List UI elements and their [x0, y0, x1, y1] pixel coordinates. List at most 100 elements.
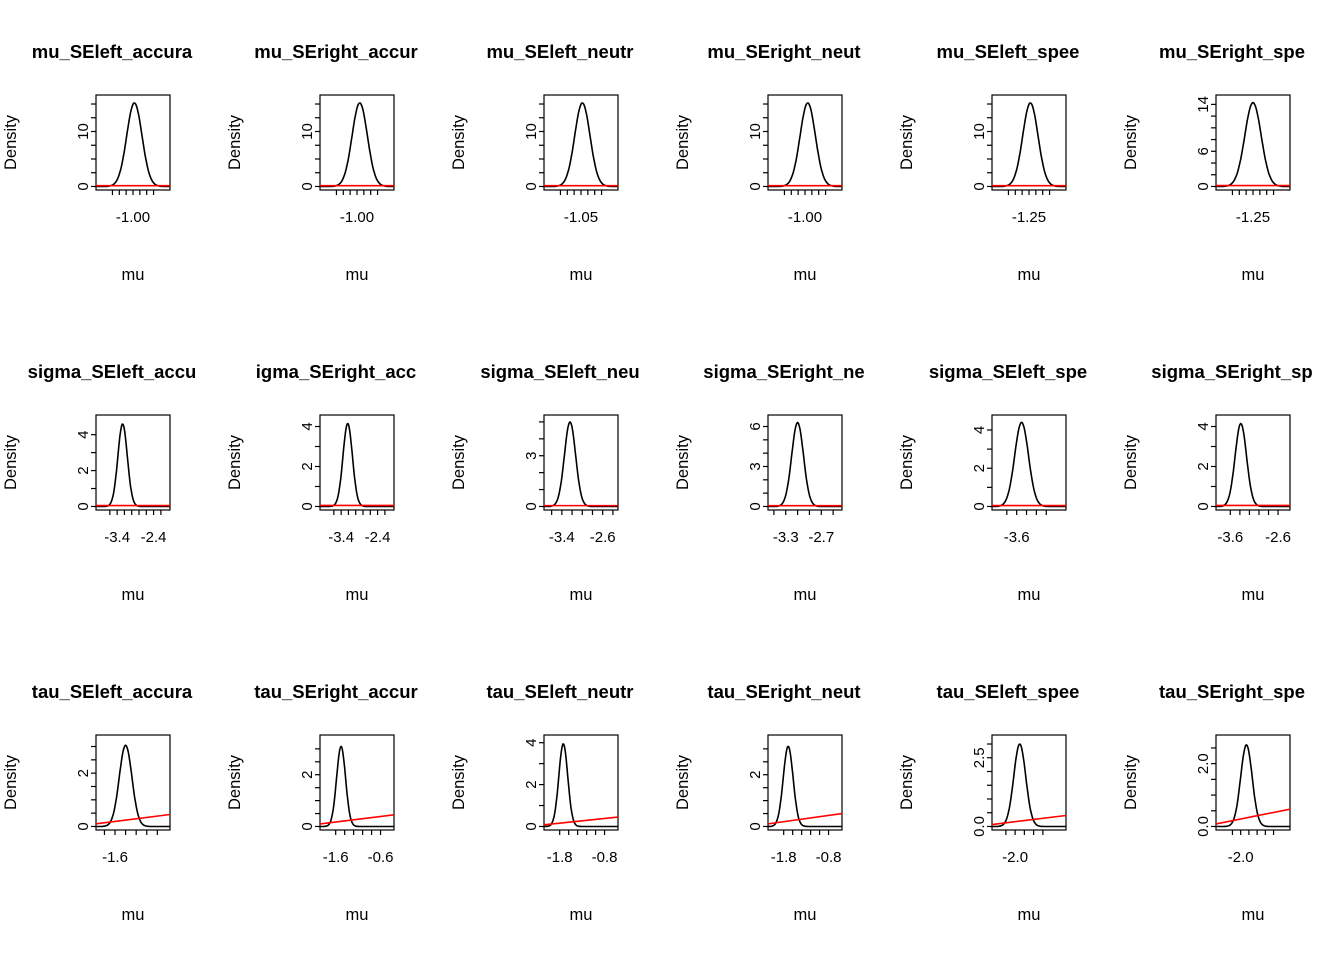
- panel-canvas: mu_SEright_spe 0 6 14 -1.25 Density mu: [1122, 41, 1305, 284]
- y-axis-title: Density: [2, 434, 20, 490]
- density-panel: mu_SEright_neut 0 10 -1.00 Density mu: [672, 0, 896, 320]
- x-axis-title: mu: [794, 266, 817, 284]
- panel-title: mu_SEright_accur: [254, 41, 417, 62]
- plot-box: [1215, 94, 1291, 191]
- y-axis: 03: [523, 421, 544, 511]
- density-panel: sigma_SEleft_neu 0 3 -3.4 -2.6 Density mu: [448, 320, 672, 640]
- panel-canvas: mu_SEleft_accura 0 10 -1.00 Density mu: [2, 41, 193, 284]
- density-panel: igma_SEright_acc 0 2 4 -3.4 -2.4 Density mu: [224, 320, 448, 640]
- panel-title: sigma_SEleft_neu: [480, 361, 639, 382]
- panel-title: mu_SEleft_spee: [937, 41, 1080, 62]
- panel-title: tau_SEright_neut: [707, 681, 860, 702]
- x-axis: -1.05: [559, 190, 603, 226]
- y-tick-label: 4: [75, 431, 92, 439]
- panel-canvas: mu_SEleft_neutr 0 10 -1.05 Density mu: [450, 41, 634, 284]
- density-curve: [544, 743, 618, 828]
- x-tick-label: -0.8: [816, 849, 842, 866]
- panel-title: mu_SEleft_neutr: [486, 41, 633, 62]
- prior-line: [767, 812, 843, 825]
- x-tick-label: -0.6: [368, 849, 394, 866]
- density-panel: mu_SEright_spe 0 6 14 -1.25 Density mu: [1120, 0, 1344, 320]
- panel-title: sigma_SEright_sp: [1151, 361, 1312, 382]
- plot-box: [95, 414, 171, 511]
- y-axis-title: Density: [674, 754, 692, 810]
- panel-title: tau_SEleft_accura: [32, 681, 193, 702]
- x-tick-label: -2.4: [365, 529, 391, 546]
- density-panel: sigma_SEleft_accu 0 2 4 -3.4 -2.4 Density mu: [0, 320, 224, 640]
- y-tick-label: 0: [299, 182, 316, 190]
- x-tick-label: -2.4: [141, 529, 167, 546]
- y-tick-label: 2: [523, 780, 540, 788]
- x-axis-title: mu: [570, 586, 593, 604]
- x-axis-title: mu: [122, 906, 145, 924]
- x-axis-title: mu: [794, 906, 817, 924]
- plot-box: [767, 734, 843, 831]
- y-tick-label: 6: [1195, 147, 1212, 155]
- plot-box: [95, 734, 171, 831]
- x-axis: -1.00: [111, 190, 155, 226]
- x-tick-label: -1.00: [788, 209, 822, 226]
- y-tick-label: 0.0: [971, 816, 988, 837]
- x-axis-title: mu: [346, 266, 369, 284]
- prior-line: [319, 814, 395, 825]
- y-axis: 0.0 2.5: [971, 743, 992, 837]
- panel-title: tau_SEright_spe: [1159, 681, 1305, 702]
- x-tick-label: -2.0: [1228, 849, 1254, 866]
- x-tick-label: -1.8: [771, 849, 797, 866]
- y-tick-label: 0: [75, 502, 92, 510]
- y-axis-title: Density: [898, 114, 916, 170]
- x-tick-label: -0.8: [592, 849, 618, 866]
- x-axis-title: mu: [1242, 906, 1265, 924]
- panel-title: sigma_SEright_ne: [703, 361, 864, 382]
- density-panel: sigma_SEleft_spe 0 2 4 -3.6 Density mu: [896, 320, 1120, 640]
- panel-canvas: sigma_SEleft_spe 0 2 4 -3.6 Density mu: [898, 361, 1087, 604]
- plot-box: [991, 94, 1067, 191]
- y-tick-label: 4: [1195, 422, 1212, 430]
- x-tick-label: -1.25: [1236, 209, 1270, 226]
- y-axis: 0 10: [971, 103, 992, 191]
- density-curve: [320, 745, 394, 828]
- y-tick-label: 10: [299, 123, 316, 140]
- x-axis: -3.6 -2.6: [1217, 510, 1291, 546]
- prior-line: [543, 816, 619, 826]
- density-panel: tau_SEleft_neutr 0 2 4 -1.8 -0.8 Density mu: [448, 640, 672, 960]
- x-tick-label: -3.6: [1004, 529, 1030, 546]
- y-tick-label: 4: [971, 426, 988, 434]
- plot-box: [543, 94, 619, 191]
- y-axis-title: Density: [2, 114, 20, 170]
- panel-title: sigma_SEleft_spe: [929, 361, 1087, 382]
- y-tick-label: 2.0: [1195, 753, 1212, 774]
- x-tick-label: -1.8: [547, 849, 573, 866]
- y-axis: 02: [299, 748, 320, 831]
- x-tick-label: -3.4: [104, 529, 130, 546]
- y-tick-label: 4: [523, 739, 540, 747]
- panel-title: tau_SEleft_neutr: [486, 681, 633, 702]
- y-axis-title: Density: [1122, 434, 1140, 490]
- density-panel: mu_SEright_accur 0 10 -1.00 Density mu: [224, 0, 448, 320]
- y-tick-label: 2: [299, 771, 316, 779]
- density-curve: [768, 421, 842, 508]
- panel-canvas: sigma_SEright_ne 0 3 6 -3.3 -2.7 Density mu: [674, 361, 865, 604]
- y-axis: 02: [747, 748, 768, 831]
- y-axis: 0 2 4: [971, 426, 992, 511]
- y-tick-label: 2: [747, 771, 764, 779]
- panel-canvas: igma_SEright_acc 0 2 4 -3.4 -2.4 Density mu: [226, 361, 416, 604]
- x-axis: -3.6: [1004, 510, 1047, 546]
- plot-box: [543, 734, 619, 831]
- y-tick-label: 0: [75, 182, 92, 190]
- x-tick-label: -1.00: [116, 209, 150, 226]
- x-tick-label: -3.4: [549, 529, 575, 546]
- panel-canvas: tau_SEright_spe 0.0 2.0 -2.0 Density mu: [1122, 681, 1305, 924]
- density-panel: mu_SEleft_accura 0 10 -1.00 Density mu: [0, 0, 224, 320]
- x-tick-label: -2.6: [1265, 529, 1291, 546]
- density-curve: [768, 102, 842, 188]
- y-axis-title: Density: [674, 114, 692, 170]
- density-curve: [320, 422, 394, 508]
- density-curve: [320, 102, 394, 188]
- y-tick-label: 2: [971, 464, 988, 472]
- x-axis: -1.8 -0.8: [771, 830, 842, 866]
- density-curve: [767, 745, 842, 828]
- panel-title: mu_SEleft_accura: [32, 41, 193, 62]
